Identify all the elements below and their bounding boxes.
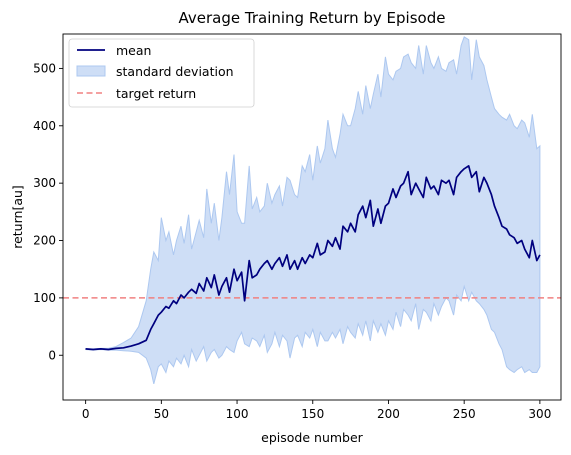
axes-frame: [62, 33, 562, 401]
plot-area: [63, 36, 561, 385]
x-axis-label: episode number: [261, 430, 364, 445]
x-axis-ticks: 0 50 100 150 200 250 300: [82, 400, 551, 421]
y-tick-label: 100: [33, 291, 56, 305]
mean-line: [85, 165, 541, 351]
legend: mean standard deviation target return: [68, 38, 255, 108]
x-tick-label: 200: [377, 407, 400, 421]
legend-sd-swatch: [76, 65, 106, 77]
chart-title: Average Training Return by Episode: [179, 9, 446, 27]
x-tick-label: 50: [154, 407, 169, 421]
x-tick-label: 250: [453, 407, 476, 421]
y-tick-label: 0: [48, 348, 56, 362]
x-tick-label: 150: [301, 407, 324, 421]
legend-label-standard-deviation: standard deviation: [116, 64, 234, 79]
y-axis-label: return[au]: [10, 185, 25, 249]
x-tick-label: 300: [528, 407, 551, 421]
y-tick-label: 500: [33, 61, 56, 75]
y-axis-ticks: 0 100 200 300 400 500: [33, 61, 63, 362]
y-tick-label: 300: [33, 176, 56, 190]
x-tick-label: 100: [226, 407, 249, 421]
y-tick-label: 200: [33, 234, 56, 248]
legend-label-mean: mean: [116, 43, 151, 58]
legend-box: [68, 38, 255, 108]
x-tick-label: 0: [82, 407, 90, 421]
y-tick-label: 400: [33, 119, 56, 133]
legend-label-target-return: target return: [116, 86, 196, 101]
